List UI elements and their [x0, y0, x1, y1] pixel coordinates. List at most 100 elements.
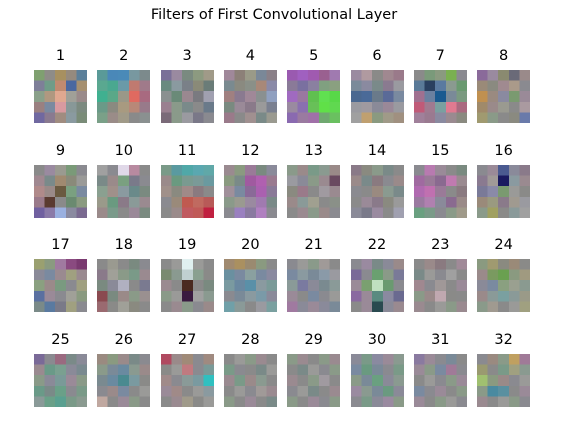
filter-pixel — [44, 70, 56, 81]
filter-pixel — [424, 396, 436, 408]
filter-pixel — [371, 269, 383, 281]
filter-pixel — [118, 101, 130, 113]
filter-pixel — [266, 101, 277, 113]
filter-pixel — [34, 164, 45, 176]
filter-pixel — [65, 364, 77, 376]
filter-pixel — [223, 354, 235, 365]
filter-pixel — [97, 207, 109, 218]
filter-pixel — [55, 164, 67, 176]
filter-pixel — [350, 354, 362, 365]
filter-pixel — [55, 396, 67, 408]
filter-pixel — [477, 291, 488, 303]
filter-pixel — [192, 91, 204, 103]
filter-pixel — [297, 112, 309, 123]
filter-pixel — [350, 280, 362, 292]
filter-pixel — [456, 385, 467, 397]
filter-pixel — [434, 112, 446, 123]
filter-heatmap — [287, 164, 341, 218]
filter-pixel — [308, 364, 320, 376]
filter-pixel — [181, 207, 193, 218]
filter-pixel — [477, 91, 488, 103]
filter-pixel — [477, 164, 488, 176]
filter-pixel — [477, 259, 488, 271]
filter-pixel — [434, 396, 446, 408]
filter-pixel — [445, 185, 457, 197]
filter-pixel — [297, 185, 309, 197]
filter-pixel — [139, 291, 151, 303]
filter-pixel — [266, 207, 277, 218]
filter-pixel — [255, 112, 267, 123]
filter-pixel — [65, 269, 77, 281]
filter-pixel — [424, 364, 436, 376]
filter-pixel — [477, 396, 488, 408]
filter-pixel — [434, 375, 446, 387]
filter-pixel — [508, 112, 520, 123]
filter-heatmap — [223, 259, 277, 313]
filter-pixel — [266, 385, 277, 397]
filter-pixel — [361, 196, 372, 208]
filter-label: 31 — [431, 332, 450, 349]
filter-pixel — [519, 80, 531, 92]
filter-pixel — [371, 396, 383, 408]
filter-pixel — [223, 196, 235, 208]
filter-pixel — [487, 101, 499, 113]
filter-pixel — [508, 101, 520, 113]
filter-label: 29 — [304, 332, 323, 349]
filter-pixel — [361, 396, 372, 408]
filter-pixel — [65, 280, 77, 292]
filter-pixel — [34, 175, 45, 187]
filter-pixel — [424, 80, 436, 92]
filter-pixel — [139, 354, 151, 365]
filter-pixel — [245, 91, 256, 103]
filter-pixel — [519, 112, 531, 123]
filter-pixel — [350, 101, 362, 113]
filter-pixel — [371, 101, 383, 113]
filter-pixel — [223, 269, 235, 281]
filter-cell: 23 — [413, 235, 467, 313]
filter-pixel — [234, 70, 246, 81]
filter-label: 17 — [51, 237, 70, 254]
filter-pixel — [329, 164, 341, 176]
filter-pixel — [456, 175, 467, 187]
filter-pixel — [266, 396, 277, 408]
filter-pixel — [477, 112, 488, 123]
filter-pixel — [171, 91, 183, 103]
filter-pixel — [297, 80, 309, 92]
filter-pixel — [308, 375, 320, 387]
filter-pixel — [498, 164, 510, 176]
filter-pixel — [424, 70, 436, 81]
filter-pixel — [34, 91, 45, 103]
filter-pixel — [107, 354, 119, 365]
filter-pixel — [382, 196, 394, 208]
filter-pixel — [245, 364, 256, 376]
filter-pixel — [76, 396, 87, 408]
filter-pixel — [255, 291, 267, 303]
filter-pixel — [55, 385, 67, 397]
filter-pixel — [508, 364, 520, 376]
filter-pixel — [329, 280, 341, 292]
filter-pixel — [318, 207, 330, 218]
filter-pixel — [223, 101, 235, 113]
filter-pixel — [361, 280, 372, 292]
filter-pixel — [139, 207, 151, 218]
filter-pixel — [202, 301, 214, 313]
filter-pixel — [181, 396, 193, 408]
filter-pixel — [487, 80, 499, 92]
filter-pixel — [498, 280, 510, 292]
filter-pixel — [318, 269, 330, 281]
filter-pixel — [361, 301, 372, 313]
filter-label: 6 — [372, 48, 382, 64]
filter-pixel — [266, 259, 277, 271]
filter-pixel — [413, 385, 425, 397]
filter-pixel — [55, 364, 67, 376]
filter-pixel — [255, 396, 267, 408]
filter-pixel — [519, 280, 531, 292]
filter-pixel — [234, 196, 246, 208]
filter-heatmap — [97, 354, 151, 408]
filter-pixel — [44, 269, 56, 281]
filter-cell: 29 — [287, 330, 341, 408]
filter-pixel — [487, 269, 499, 281]
filter-label: 30 — [367, 332, 387, 349]
filter-pixel — [434, 80, 446, 92]
filter-pixel — [97, 385, 109, 397]
